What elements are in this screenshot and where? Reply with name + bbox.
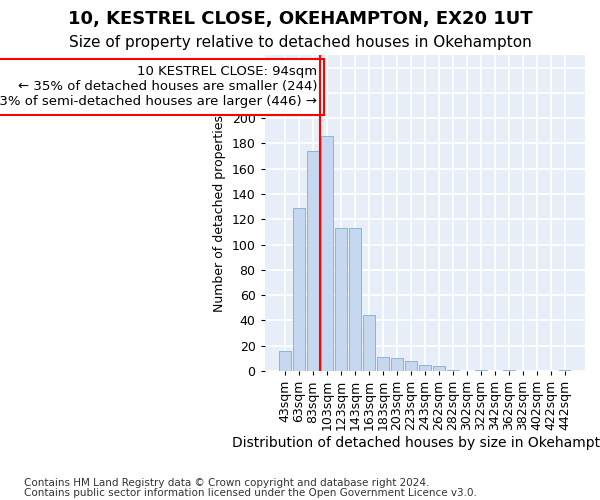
Bar (447, 370, 458, 371)
Bar (335, 228, 347, 371)
Bar (321, 136, 333, 371)
Text: Contains HM Land Registry data © Crown copyright and database right 2024.: Contains HM Land Registry data © Crown c… (24, 478, 430, 488)
Bar (405, 361, 417, 371)
Text: Size of property relative to detached houses in Okehampton: Size of property relative to detached ho… (68, 35, 532, 50)
Bar (377, 357, 389, 371)
Bar (307, 151, 319, 371)
Bar (349, 228, 361, 371)
Bar (363, 316, 375, 371)
Bar (293, 208, 305, 371)
Bar (559, 370, 571, 371)
X-axis label: Distribution of detached houses by size in Okehampton: Distribution of detached houses by size … (232, 436, 600, 450)
Text: 10 KESTREL CLOSE: 94sqm
← 35% of detached houses are smaller (244)
63% of semi-d: 10 KESTREL CLOSE: 94sqm ← 35% of detache… (0, 65, 317, 108)
Bar (475, 370, 487, 371)
Bar (391, 358, 403, 371)
Bar (433, 366, 445, 371)
Y-axis label: Number of detached properties: Number of detached properties (213, 114, 226, 312)
Bar (503, 370, 515, 371)
Bar (419, 364, 431, 371)
Text: 10, KESTREL CLOSE, OKEHAMPTON, EX20 1UT: 10, KESTREL CLOSE, OKEHAMPTON, EX20 1UT (68, 10, 532, 28)
Bar (279, 351, 291, 371)
Text: Contains public sector information licensed under the Open Government Licence v3: Contains public sector information licen… (24, 488, 477, 498)
